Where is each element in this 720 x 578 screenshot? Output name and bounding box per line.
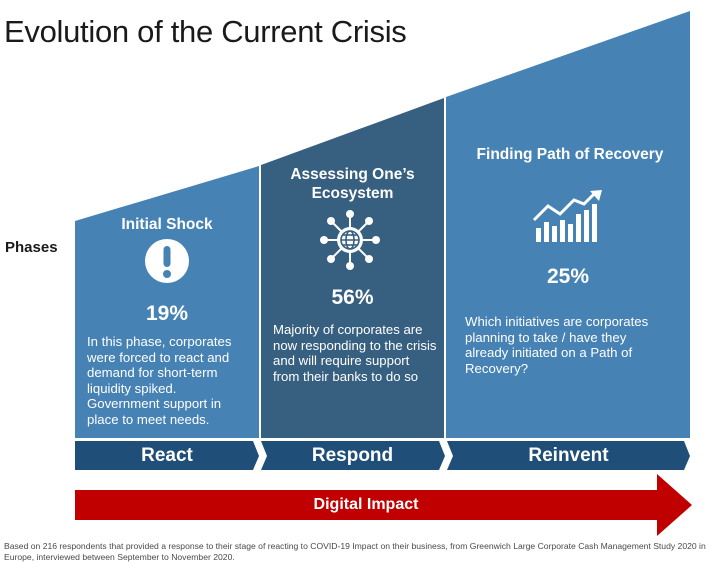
growth-chart-icon <box>532 190 602 242</box>
stage-description: Which initiatives are corporates plannin… <box>465 314 649 376</box>
stage-panel-react <box>75 166 259 438</box>
phase-label: Reinvent <box>528 445 609 466</box>
stage-description: In this phase, corporates were forced to… <box>87 334 232 427</box>
digital-impact-label: Digital Impact <box>313 496 419 513</box>
digital-impact-arrow <box>75 474 692 536</box>
stage-title: Assessing One’s Ecosystem <box>290 166 415 202</box>
phase-label: React <box>141 445 193 466</box>
exclamation-icon <box>145 239 189 283</box>
network-globe-icon <box>320 210 380 270</box>
stage-percent: 25% <box>546 265 590 288</box>
stage-percent: 56% <box>331 286 374 309</box>
phases-label: Phases <box>5 239 58 256</box>
phase-chevron-reinvent <box>447 441 690 470</box>
stage-percent: 19% <box>145 302 189 325</box>
phase-label: Respond <box>311 445 394 466</box>
stage-title: Finding Path of Recovery <box>476 146 664 163</box>
footnote: Based on 216 respondents that provided a… <box>4 541 706 562</box>
page-title: Evolution of the Current Crisis <box>4 14 407 49</box>
stage-description: Majority of corporates are now respondin… <box>273 322 437 384</box>
phase-chevron-respond <box>261 441 445 470</box>
phase-chevron-react <box>75 441 259 470</box>
stage-title: Initial Shock <box>121 216 213 233</box>
